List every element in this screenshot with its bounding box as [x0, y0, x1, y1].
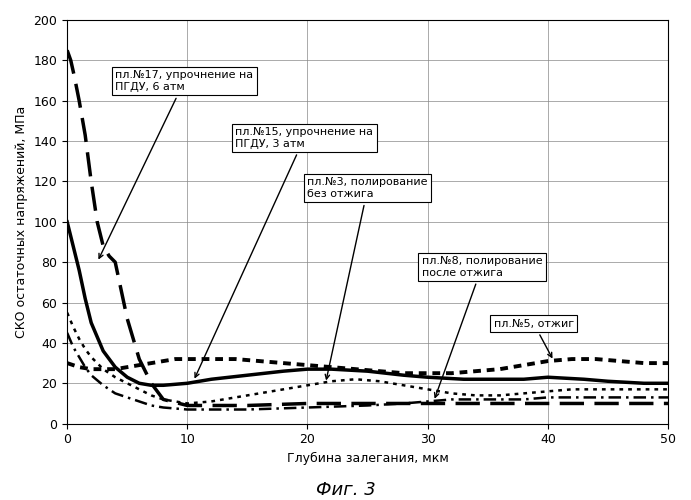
- Y-axis label: СКО остаточных напряжений, МПа: СКО остаточных напряжений, МПа: [15, 106, 28, 338]
- Text: пл.№8, полирование
после отжига: пл.№8, полирование после отжига: [422, 256, 542, 398]
- Text: пл.№17, упрочнение на
ПГДУ, 6 атм: пл.№17, упрочнение на ПГДУ, 6 атм: [99, 70, 254, 258]
- Text: пл.№3, полирование
без отжига: пл.№3, полирование без отжига: [307, 178, 428, 379]
- Text: Фиг. 3: Фиг. 3: [316, 481, 375, 499]
- Text: пл.№15, упрочнение на
ПГДУ, 3 атм: пл.№15, упрочнение на ПГДУ, 3 атм: [195, 127, 373, 378]
- X-axis label: Глубина залегания, мкм: Глубина залегания, мкм: [287, 452, 448, 465]
- Text: пл.№5, отжиг: пл.№5, отжиг: [494, 318, 574, 358]
